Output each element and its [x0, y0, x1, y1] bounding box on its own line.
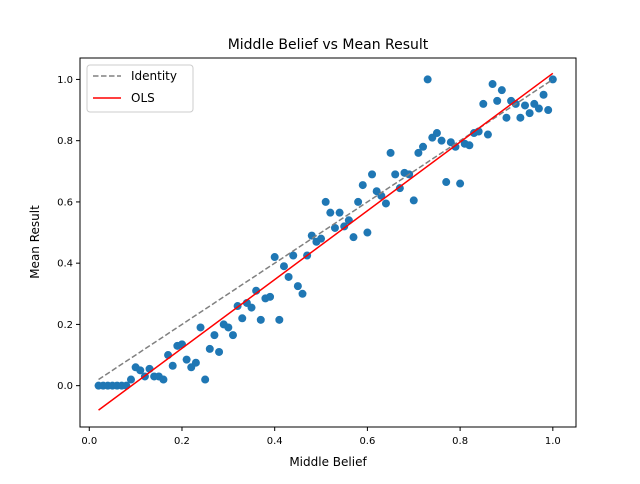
data-point: [247, 303, 256, 312]
y-tick-label: 1.0: [57, 75, 73, 86]
data-point: [354, 197, 363, 206]
x-tick-label: 0.6: [359, 436, 375, 447]
data-point: [419, 142, 428, 151]
data-point: [391, 170, 400, 179]
data-point: [479, 99, 488, 108]
data-point: [191, 358, 200, 367]
x-tick-label: 1.0: [545, 436, 561, 447]
y-tick-label: 0.8: [57, 136, 73, 147]
data-point: [423, 75, 432, 84]
data-point: [284, 272, 293, 281]
y-axis-ticks: 0.0 0.2 0.4 0.6 0.8 1.0: [57, 75, 80, 392]
data-point: [409, 196, 418, 205]
data-point: [502, 113, 511, 122]
data-point: [224, 323, 233, 332]
x-axis-label: Middle Belief: [289, 455, 367, 469]
data-point: [279, 262, 288, 271]
data-point: [168, 361, 177, 370]
data-point: [516, 113, 525, 122]
data-point: [289, 251, 298, 260]
fit-lines: [98, 72, 554, 411]
data-point: [196, 323, 205, 332]
ols-line: [98, 72, 554, 411]
data-point: [293, 282, 302, 291]
x-tick-label: 0.0: [81, 436, 97, 447]
data-point: [544, 106, 553, 115]
data-point: [437, 136, 446, 145]
data-point: [525, 109, 534, 118]
data-point: [136, 366, 145, 375]
x-tick-label: 0.8: [452, 436, 468, 447]
data-point: [414, 148, 423, 157]
data-point: [368, 170, 377, 179]
data-point: [483, 130, 492, 139]
data-point: [317, 234, 326, 243]
data-point: [381, 199, 390, 208]
legend-ols-label: OLS: [131, 91, 155, 105]
data-point: [534, 104, 543, 113]
data-point: [205, 344, 214, 353]
x-axis-ticks: 0.0 0.2 0.4 0.6 0.8 1.0: [81, 427, 561, 447]
data-point: [432, 129, 441, 138]
data-point: [321, 197, 330, 206]
data-point: [182, 355, 191, 364]
data-point: [215, 347, 224, 356]
y-tick-label: 0.2: [57, 320, 73, 331]
y-tick-label: 0.6: [57, 197, 73, 208]
data-point: [386, 148, 395, 157]
data-point: [442, 178, 451, 187]
y-axis-label: Mean Result: [28, 205, 42, 279]
data-point: [539, 90, 548, 99]
data-point: [521, 101, 530, 110]
data-point: [493, 96, 502, 105]
data-point: [358, 181, 367, 190]
data-point: [456, 179, 465, 188]
data-point: [298, 289, 307, 298]
identity-line: [98, 78, 554, 381]
data-point: [238, 314, 247, 323]
data-point: [340, 222, 349, 231]
data-point: [349, 233, 358, 242]
data-point: [201, 375, 210, 384]
data-point: [126, 375, 135, 384]
data-point: [488, 80, 497, 89]
x-tick-label: 0.4: [267, 436, 283, 447]
chart-title: Middle Belief vs Mean Result: [228, 37, 429, 53]
data-point: [210, 331, 219, 340]
legend-identity-label: Identity: [131, 69, 177, 83]
data-point: [465, 141, 474, 150]
data-point: [363, 228, 372, 237]
data-point: [270, 253, 279, 262]
y-tick-label: 0.4: [57, 259, 73, 270]
data-point: [256, 315, 265, 324]
data-point: [326, 208, 335, 217]
x-tick-label: 0.2: [174, 436, 190, 447]
data-point: [266, 292, 275, 301]
legend: Identity OLS: [86, 64, 194, 113]
data-point: [330, 223, 339, 232]
data-point: [159, 375, 168, 384]
plot-frame: [79, 57, 577, 428]
y-tick-label: 0.0: [57, 381, 73, 392]
data-point: [275, 315, 284, 324]
data-point: [228, 331, 237, 340]
data-point: [335, 208, 344, 217]
data-point: [497, 86, 506, 95]
